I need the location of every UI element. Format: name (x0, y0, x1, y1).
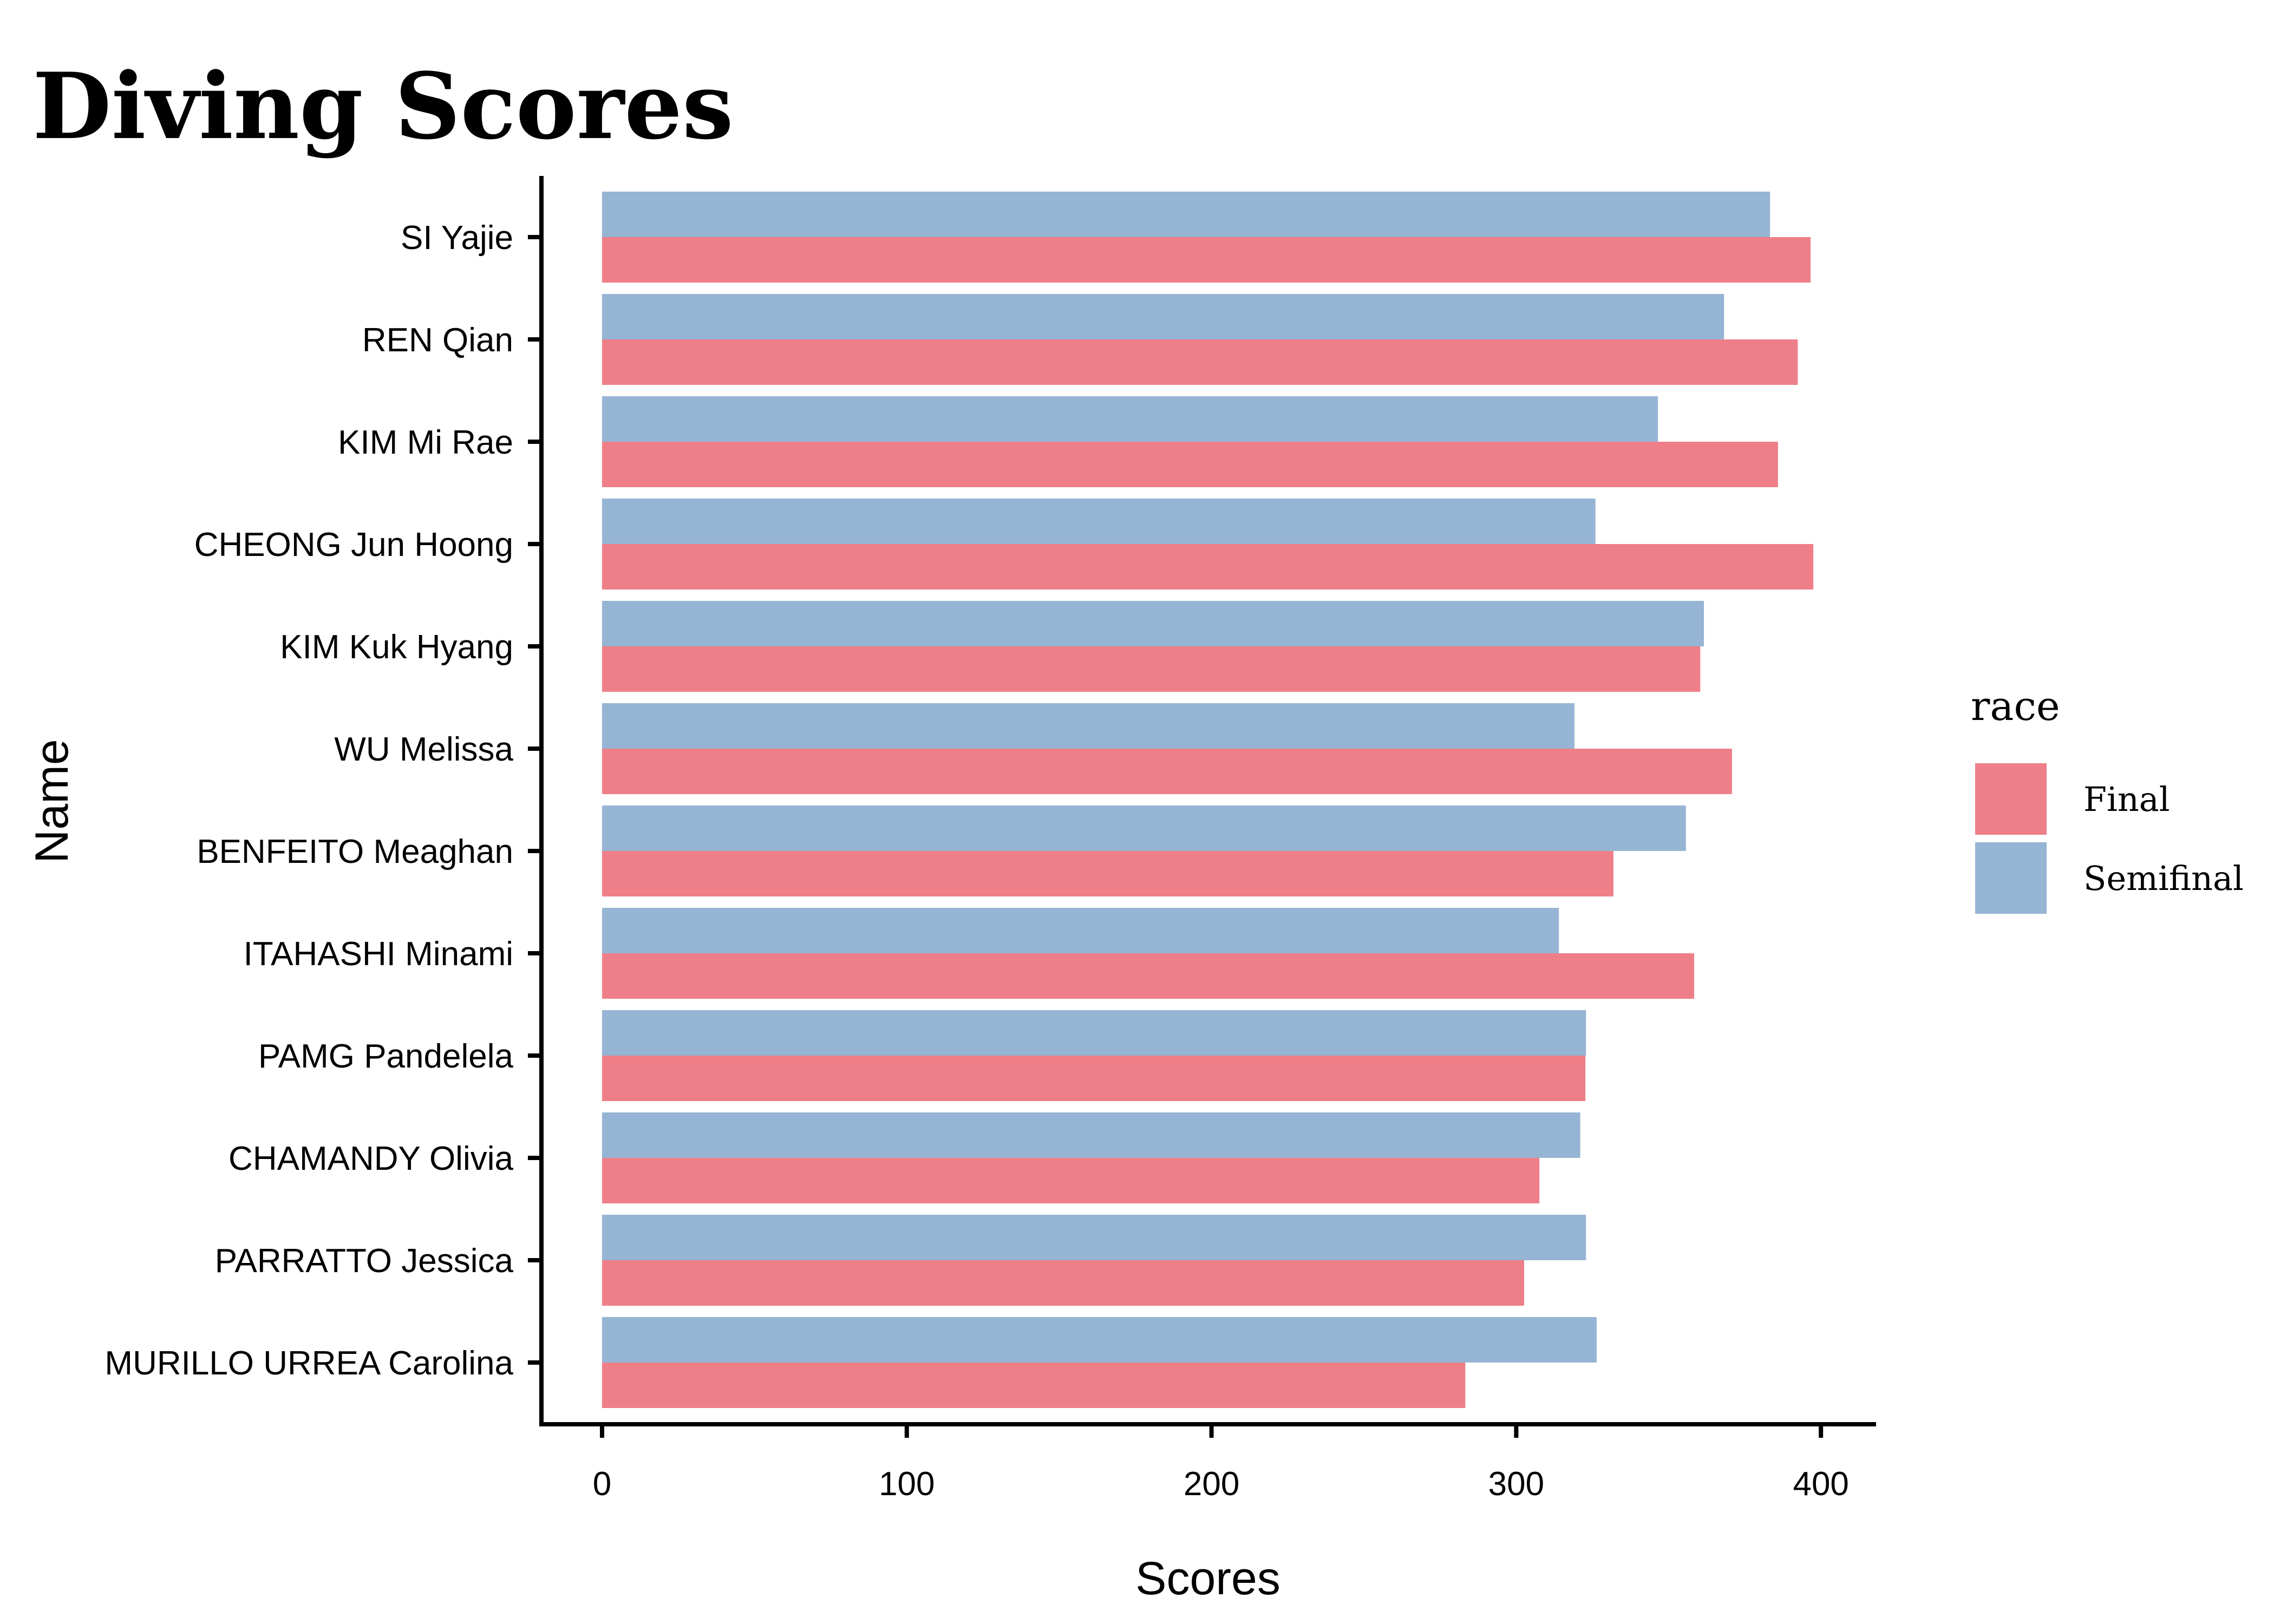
bar-semifinal (602, 294, 1724, 339)
bar-semifinal (602, 1112, 1580, 1158)
bar-final (602, 1363, 1466, 1408)
x-axis-ticks: 0 100 200 300 400 (593, 1424, 1849, 1503)
bar-final (602, 1158, 1540, 1203)
bar-semifinal (602, 601, 1704, 646)
bar-final (602, 442, 1778, 487)
x-tick-label: 100 (879, 1465, 935, 1503)
bar-final (602, 544, 1814, 590)
bar-semifinal (602, 1215, 1586, 1260)
bar-final (602, 749, 1732, 794)
x-tick-label: 400 (1793, 1465, 1848, 1503)
bar-final (602, 1056, 1586, 1101)
y-tick-label: CHAMANDY Olivia (228, 1140, 513, 1177)
x-axis-title: Scores (1135, 1553, 1280, 1605)
legend-label: Final (2083, 780, 2170, 819)
bar-final (602, 953, 1695, 999)
x-tick-label: 200 (1184, 1465, 1239, 1503)
bar-final (602, 1260, 1525, 1306)
bar-final (602, 646, 1701, 692)
bar-semifinal (602, 908, 1559, 953)
y-tick-label: WU Melissa (334, 731, 513, 768)
x-tick-label: 0 (593, 1465, 611, 1503)
bar-final (602, 851, 1613, 896)
bar-semifinal (602, 396, 1658, 442)
bar-final (602, 237, 1811, 283)
y-axis-title: Name (26, 739, 78, 863)
chart-title: Diving Scores (32, 53, 734, 160)
x-tick-label: 300 (1488, 1465, 1544, 1503)
legend-title: race (1971, 683, 2060, 730)
y-tick-label: SI Yajie (401, 219, 513, 257)
legend-items: Final Semifinal (1975, 763, 2244, 914)
y-tick-label: ITAHASHI Minami (244, 935, 513, 973)
bar-semifinal (602, 1010, 1586, 1056)
bar-final (602, 339, 1798, 385)
y-tick-label: KIM Kuk Hyang (280, 628, 513, 666)
y-tick-label: CHEONG Jun Hoong (194, 526, 513, 564)
bar-semifinal (602, 806, 1686, 851)
y-tick-label: PAMG Pandelela (258, 1038, 514, 1075)
bars-layer (602, 192, 1814, 1408)
y-tick-label: REN Qian (362, 322, 513, 359)
y-axis-ticks: SI Yajie REN Qian KIM Mi Rae CHEONG Jun Hoo… (104, 219, 541, 1382)
y-tick-label: KIM Mi Rae (338, 424, 513, 461)
bar-semifinal (602, 1317, 1597, 1363)
y-tick-label: MURILLO URREA Carolina (104, 1345, 513, 1382)
bar-semifinal (602, 192, 1770, 237)
legend-label: Semifinal (2083, 859, 2244, 898)
bar-semifinal (602, 703, 1574, 749)
legend-swatch (1975, 842, 2047, 914)
legend: race Final Semifinal (1971, 683, 2244, 914)
y-tick-label: PARRATTO Jessica (215, 1242, 514, 1280)
bar-semifinal (602, 499, 1596, 544)
legend-swatch (1975, 763, 2047, 835)
y-tick-label: BENFEITO Meaghan (197, 833, 513, 870)
